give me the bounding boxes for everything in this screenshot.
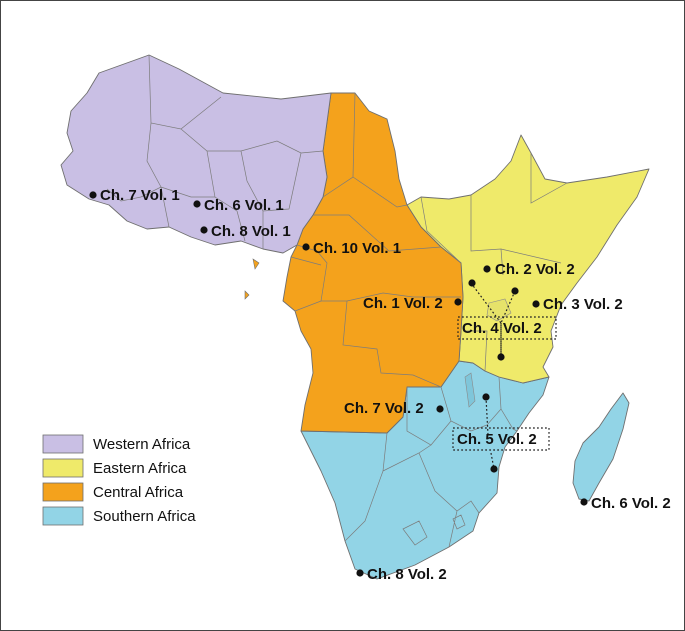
ch4-connector-lines	[470, 282, 516, 357]
marker-label-ch8-vol1: Ch. 8 Vol. 1	[211, 223, 291, 240]
legend-label-central: Central Africa	[93, 484, 184, 501]
marker-dot-ch5-vol2-a[interactable]	[482, 393, 490, 401]
legend-label-eastern: Eastern Africa	[93, 460, 187, 477]
marker-dot-ch2-vol2[interactable]	[483, 265, 491, 273]
marker-dot-ch7-vol2[interactable]	[436, 405, 444, 413]
ch5-label-box	[452, 427, 550, 451]
marker-label-ch7-vol2: Ch. 7 Vol. 2	[344, 400, 424, 417]
marker-dot-ch8-vol1[interactable]	[200, 226, 208, 234]
marker-label-ch5-vol2: Ch. 5 Vol. 2	[457, 431, 537, 448]
marker-label-ch2-vol2: Ch. 2 Vol. 2	[495, 261, 575, 278]
marker-dot-ch8-vol2[interactable]	[356, 569, 364, 577]
marker-label-ch3-vol2: Ch. 3 Vol. 2	[543, 296, 623, 313]
marker-dot-ch10-vol1[interactable]	[302, 243, 310, 251]
marker-dot-ch6-vol2[interactable]	[580, 498, 588, 506]
marker-dot-ch7-vol1[interactable]	[89, 191, 97, 199]
marker-label-ch1-vol2: Ch. 1 Vol. 2	[363, 295, 443, 312]
marker-label-ch4-vol2: Ch. 4 Vol. 2	[462, 320, 542, 337]
marker-label-ch6-vol1: Ch. 6 Vol. 1	[204, 197, 284, 214]
marker-label-ch10-vol1: Ch. 10 Vol. 1	[313, 240, 401, 257]
region-western-africa[interactable]	[60, 54, 332, 254]
lake-tanganyika	[464, 372, 476, 408]
marker-dot-ch5-vol2-b[interactable]	[490, 465, 498, 473]
marker-label-ch8-vol2: Ch. 8 Vol. 2	[367, 566, 447, 583]
legend-swatch-western	[42, 434, 84, 454]
marker-dot-ch4-vol2-c[interactable]	[497, 353, 505, 361]
marker-dot-ch4-vol2-b[interactable]	[511, 287, 519, 295]
legend-swatch-eastern	[42, 458, 84, 478]
island-bioko	[252, 258, 260, 270]
marker-label-ch7-vol1: Ch. 7 Vol. 1	[100, 187, 180, 204]
island-sao-tome	[244, 290, 250, 300]
marker-label-ch6-vol2: Ch. 6 Vol. 2	[591, 495, 671, 512]
legend-label-western: Western Africa	[93, 436, 191, 453]
legend-label-southern: Southern Africa	[93, 508, 196, 525]
legend-swatch-central	[42, 482, 84, 502]
legend: Western Africa Eastern Africa Central Af…	[42, 434, 196, 526]
marker-dot-ch1-vol2[interactable]	[454, 298, 462, 306]
ch4-label-box	[457, 316, 557, 340]
marker-dot-ch4-vol2-a[interactable]	[468, 279, 476, 287]
marker-dot-ch6-vol1[interactable]	[193, 200, 201, 208]
legend-swatch-southern	[42, 506, 84, 526]
country-borders	[106, 54, 568, 548]
marker-dot-ch3-vol2[interactable]	[532, 300, 540, 308]
region-madagascar[interactable]	[572, 392, 630, 502]
